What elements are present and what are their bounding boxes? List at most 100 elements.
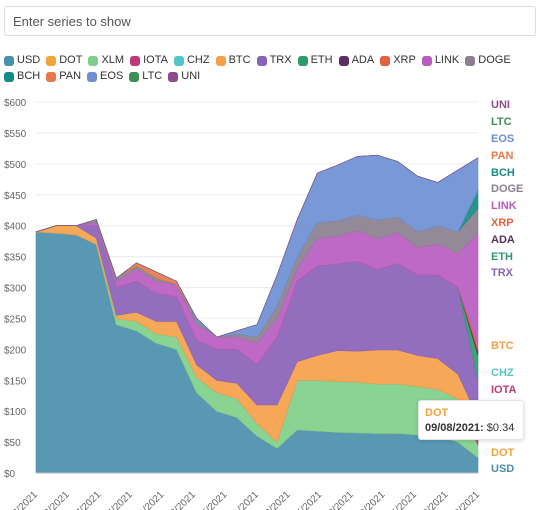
legend-label: LINK [434, 54, 460, 66]
legend-label: UNI [181, 70, 201, 82]
x-tick-label: 8/5/2021 [384, 489, 420, 510]
x-tick-label: 7/8/2021 [257, 489, 293, 510]
end-label-ltc: LTC [491, 116, 512, 128]
end-label-xrp: XRP [491, 217, 514, 229]
legend-swatch [87, 71, 98, 82]
y-tick-label: $50 [4, 438, 21, 449]
legend-swatch [88, 55, 99, 66]
end-label-pan: PAN [491, 150, 513, 162]
legend-swatch [130, 55, 141, 66]
legend-label: DOGE [478, 54, 511, 66]
chart-legend: USD DOT XLM IOTA CHZ BTC TRX ETH ADA XRP LINK DOGE B… [4, 54, 524, 83]
legend-label: XRP [393, 54, 416, 66]
x-tick-label: 6/11/2021 [128, 489, 167, 510]
legend-label: TRX [269, 54, 292, 66]
legend-item-eos[interactable]: EOS [87, 70, 123, 83]
legend-swatch [421, 55, 432, 66]
end-label-eth: ETH [491, 251, 513, 263]
y-tick-label: $500 [4, 160, 27, 171]
x-tick-label: 8/19/2021 [443, 489, 483, 510]
legend-swatch [173, 55, 184, 66]
legend-swatch [297, 55, 308, 66]
legend-label: XLM [101, 54, 125, 66]
legend-swatch [129, 71, 140, 82]
end-label-chz: CHZ [491, 367, 514, 379]
legend-swatch [46, 55, 57, 66]
legend-swatch [4, 55, 14, 66]
legend-swatch [46, 71, 57, 82]
legend-item-xlm[interactable]: XLM [88, 54, 124, 67]
area-uni[interactable] [35, 154, 479, 338]
legend-item-xrp[interactable]: XRP [380, 54, 416, 67]
y-tick-label: $450 [4, 191, 27, 202]
end-label-bch: BCH [491, 167, 515, 179]
x-tick-label: 7/1/2021 [226, 489, 262, 510]
legend-label: BTC [228, 54, 251, 66]
legend-item-dot[interactable]: DOT [46, 54, 82, 67]
end-label-dot: DOT [491, 447, 515, 459]
end-label-iota: IOTA [491, 384, 517, 396]
legend-item-iota[interactable]: IOTA [130, 54, 168, 67]
legend-swatch [338, 55, 349, 66]
x-tick-label: 7/22/2021 [317, 489, 357, 510]
chart-tooltip: DOT 09/08/2021: $0.34 [418, 400, 524, 440]
tooltip-value: $0.34 [486, 422, 515, 434]
x-tick-label: 6/18/2021 [159, 489, 199, 510]
end-label-eos: EOS [491, 133, 514, 145]
legend-item-pan[interactable]: PAN [46, 70, 81, 83]
legend-label: EOS [100, 70, 124, 82]
legend-label: IOTA [143, 54, 168, 66]
x-tick-label: 5/20/2021 [32, 489, 72, 510]
end-label-btc: BTC [491, 340, 514, 352]
y-tick-label: $350 [4, 253, 27, 264]
y-tick-label: $400 [4, 222, 27, 233]
x-tick-label: 5/13/2021 [1, 489, 41, 510]
end-label-ada: ADA [491, 234, 515, 246]
y-tick-label: $200 [4, 345, 27, 356]
legend-item-chz[interactable]: CHZ [173, 54, 210, 67]
x-tick-label: 7/15/2021 [285, 489, 325, 510]
y-tick-label: $0 [4, 469, 16, 480]
legend-swatch [380, 55, 391, 66]
stacked-area-chart: $0 $50 $100 $150 $200 $250 $300 $350 $400 $450 $50… [1, 98, 524, 510]
legend-item-eth[interactable]: ETH [297, 54, 333, 67]
y-tick-label: $300 [4, 284, 27, 295]
legend-item-ltc[interactable]: LTC [129, 70, 162, 83]
tooltip-date: 09/08/2021: [425, 422, 484, 434]
legend-swatch [215, 55, 226, 66]
legend-label: CHZ [186, 54, 210, 66]
legend-swatch [4, 71, 14, 82]
legend-swatch [256, 55, 267, 66]
tooltip-series-name: DOT [425, 407, 449, 419]
legend-label: ETH [310, 54, 333, 66]
legend-item-ada[interactable]: ADA [338, 54, 375, 67]
end-label-trx: TRX [491, 267, 514, 279]
y-tick-label: $150 [4, 376, 27, 387]
y-tick-label: $550 [4, 129, 27, 140]
legend-swatch [465, 55, 476, 66]
x-tick-label: 7/29/2021 [348, 489, 388, 510]
legend-item-bch[interactable]: BCH [4, 70, 40, 83]
y-tick-label: $100 [4, 407, 27, 418]
legend-item-uni[interactable]: UNI [168, 70, 200, 83]
x-tick-label: 6/4/2021 [100, 489, 136, 510]
y-tick-label: $600 [4, 98, 27, 109]
legend-item-trx[interactable]: TRX [256, 54, 292, 67]
legend-label: ADA [351, 54, 375, 66]
x-tick-label: 5/27/2021 [64, 489, 104, 510]
legend-label: BCH [17, 70, 41, 82]
legend-item-usd[interactable]: USD [4, 54, 40, 67]
x-tick-label: 6/25/2021 [190, 489, 230, 510]
x-tick-label: 8/12/2021 [411, 489, 451, 510]
legend-item-btc[interactable]: BTC [215, 54, 251, 67]
legend-label: LTC [142, 70, 163, 82]
tooltip-row: 09/08/2021: $0.34 [425, 422, 517, 434]
legend-item-link[interactable]: LINK [421, 54, 460, 67]
series-search-input[interactable] [4, 6, 536, 36]
end-label-doge: DOGE [491, 183, 523, 195]
legend-label: PAN [59, 70, 82, 82]
end-label-link: LINK [491, 200, 517, 212]
legend-label: DOT [59, 54, 83, 66]
legend-item-doge[interactable]: DOGE [465, 54, 511, 67]
legend-swatch [168, 71, 179, 82]
